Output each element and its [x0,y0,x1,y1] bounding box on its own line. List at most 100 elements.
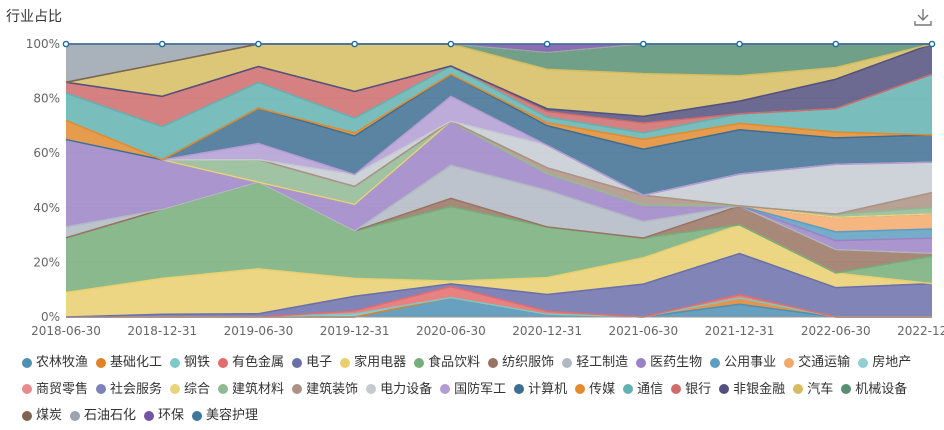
legend-label: 电子 [306,355,333,370]
legend-label: 机械设备 [855,381,908,397]
legend-item[interactable]: 通信 [623,377,663,402]
legend-item[interactable]: 社会服务 [96,377,162,402]
y-tick-label: 40% [33,201,60,215]
legend-item[interactable]: 商贸零售 [22,377,88,402]
legend-label: 基础化工 [110,355,163,370]
legend-marker-icon [793,384,804,394]
legend-marker-icon [96,384,107,394]
area-轻工制造[interactable] [66,165,932,254]
legend-marker-icon [562,357,573,368]
legend-label: 有色金属 [232,355,285,370]
data-point[interactable] [447,40,455,48]
legend-label: 交通运输 [798,355,851,370]
legend-marker-icon [623,384,634,394]
legend-item[interactable]: 汽车 [793,377,833,402]
data-point[interactable] [928,40,936,48]
legend-item[interactable]: 建筑材料 [218,377,284,402]
legend-item[interactable]: 煤炭 [22,403,62,428]
legend-item[interactable]: 综合 [170,377,210,402]
legend-item[interactable]: 美容护理 [192,403,258,428]
legend-marker-icon [218,384,229,394]
legend-item[interactable]: 建筑装饰 [292,377,358,402]
x-tick-label: 2018-06-30 [31,324,101,338]
data-point[interactable] [640,40,647,48]
legend-label: 电力设备 [380,381,433,397]
area-计算机[interactable] [66,74,932,196]
legend-marker-icon [22,410,32,421]
area-电力设备[interactable] [66,121,932,215]
legend-item[interactable]: 电子 [292,350,332,375]
area-纺织服饰[interactable] [66,182,932,273]
area-汽车[interactable] [66,44,932,117]
data-point[interactable] [736,40,743,48]
legend-marker-icon [671,384,682,394]
x-tick-label: 2022-12-31 [897,324,944,338]
legend-item[interactable]: 轻工制造 [562,350,628,375]
data-point[interactable] [543,40,551,48]
data-point[interactable] [255,40,262,48]
legend-item[interactable]: 计算机 [514,377,567,402]
legend-marker-icon [784,357,795,368]
legend-item[interactable]: 食品饮料 [414,350,480,375]
series-line-国防军工 [65,95,933,197]
y-tick-label: 60% [33,146,60,160]
legend-item[interactable]: 公用事业 [710,350,776,375]
legend-label: 汽车 [807,381,834,397]
legend-item[interactable]: 传媒 [575,377,615,402]
data-point[interactable] [351,40,358,48]
area-机械设备[interactable] [66,44,932,83]
area-建筑材料[interactable] [66,121,932,218]
legend-marker-icon [192,410,203,421]
data-point[interactable] [62,40,70,48]
legend-marker-icon [96,357,107,368]
x-tick-label: 2019-12-31 [320,324,390,338]
legend-marker-icon [340,357,351,368]
series-line-传媒 [65,73,933,161]
download-icon[interactable] [912,6,934,28]
legend-item[interactable]: 交通运输 [784,350,850,375]
legend-marker-icon [218,357,229,368]
area-交通运输[interactable] [66,121,932,232]
x-tick-label: 2020-06-30 [416,324,486,338]
legend-marker-icon [22,384,32,394]
area-有色金属[interactable] [66,286,932,317]
legend-marker-icon [719,384,730,394]
x-tick-label: 2019-06-30 [224,324,294,338]
legend-item[interactable]: 环保 [144,403,184,428]
legend-label: 社会服务 [110,381,163,397]
legend-marker-icon [488,357,499,368]
legend-item[interactable]: 国防军工 [440,377,506,402]
legend-item[interactable]: 农林牧渔 [22,350,88,375]
legend-item[interactable]: 房地产 [858,350,911,375]
legend-item[interactable]: 石油石化 [70,403,136,428]
x-tick-label: 2020-12-31 [512,324,582,338]
legend-marker-icon [22,357,32,368]
stacked-area-chart: 0% 20% 40% 60% 80% 100% 2018-06-30 2018-12-31 20… [26,37,944,338]
data-point[interactable] [158,40,166,48]
legend-label: 家用电器 [354,355,407,370]
legend-marker-icon [366,384,377,394]
x-tick-label: 2021-12-31 [705,324,775,338]
legend-item[interactable]: 银行 [671,377,711,402]
legend-label: 纺织服饰 [502,355,555,370]
legend-item[interactable]: 家用电器 [340,350,406,375]
legend-label: 农林牧渔 [36,355,89,370]
legend-label: 石油石化 [84,408,137,423]
x-tick-label: 2018-12-31 [127,324,197,338]
y-tick-label: 0% [41,310,60,324]
legend-item[interactable]: 机械设备 [841,377,907,402]
legend-item[interactable]: 基础化工 [96,350,162,375]
legend-item[interactable]: 有色金属 [218,350,284,375]
legend-item[interactable]: 非银金融 [719,377,785,402]
area-家用电器[interactable] [66,224,932,317]
area-农林牧渔[interactable] [66,297,932,317]
legend-item[interactable]: 纺织服饰 [488,350,554,375]
legend-item[interactable]: 电力设备 [366,377,432,402]
data-point[interactable] [832,40,840,48]
area-石油石化[interactable] [66,44,932,83]
legend-item[interactable]: 钢铁 [170,350,210,375]
area-电子[interactable] [66,253,932,317]
legend-marker-icon [170,384,181,394]
area-食品饮料[interactable] [66,182,932,293]
legend-item[interactable]: 医药生物 [636,350,702,375]
